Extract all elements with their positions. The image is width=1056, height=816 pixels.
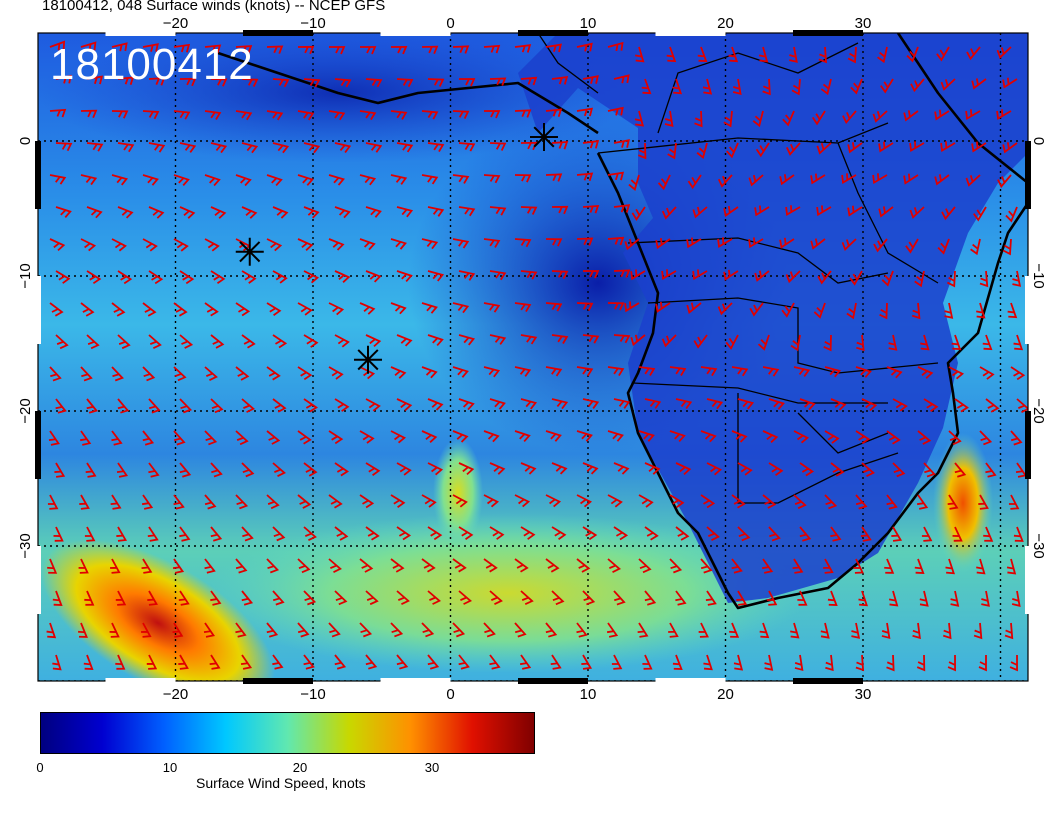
date-stamp: 18100412 <box>50 40 254 89</box>
lat-label-left: −30 <box>17 533 34 558</box>
lon-label-top: 30 <box>855 15 872 32</box>
asterisk-marker <box>235 237 264 266</box>
lon-label-top: −10 <box>300 15 325 32</box>
coastal-jet <box>433 438 483 548</box>
lat-label-right: 0 <box>1030 137 1047 145</box>
lat-label-right: −30 <box>1030 533 1047 558</box>
lat-label-right: −10 <box>1030 263 1047 288</box>
lon-label-top: 10 <box>580 15 597 32</box>
lat-label-left: −10 <box>17 263 34 288</box>
colorbar-tick-10: 10 <box>162 760 178 775</box>
lat-label-left: −20 <box>17 398 34 423</box>
lon-label-bottom: 0 <box>446 686 454 700</box>
colorbar <box>40 712 535 754</box>
lon-label-top: −20 <box>163 15 188 32</box>
lon-label-bottom: −20 <box>163 686 188 700</box>
lon-label-bottom: 30 <box>855 686 872 700</box>
lon-label-bottom: 20 <box>717 686 734 700</box>
lon-label-top: 20 <box>717 15 734 32</box>
lon-label-top: 0 <box>446 15 454 32</box>
wind-map <box>38 33 1028 681</box>
lat-label-right: −20 <box>1030 398 1047 423</box>
colorbar-label: Surface Wind Speed, knots <box>196 775 366 791</box>
colorbar-tick-30: 30 <box>424 760 440 775</box>
colorbar-tick-0: 0 <box>36 760 44 775</box>
lon-label-bottom: −10 <box>300 686 325 700</box>
lon-label-bottom: 10 <box>580 686 597 700</box>
figure-title: 18100412, 048 Surface winds (knots) -- N… <box>42 0 386 14</box>
colorbar-gradient <box>41 713 534 753</box>
lat-label-left: 0 <box>17 137 34 145</box>
asterisk-marker <box>354 345 382 374</box>
colorbar-tick-20: 20 <box>292 760 308 775</box>
